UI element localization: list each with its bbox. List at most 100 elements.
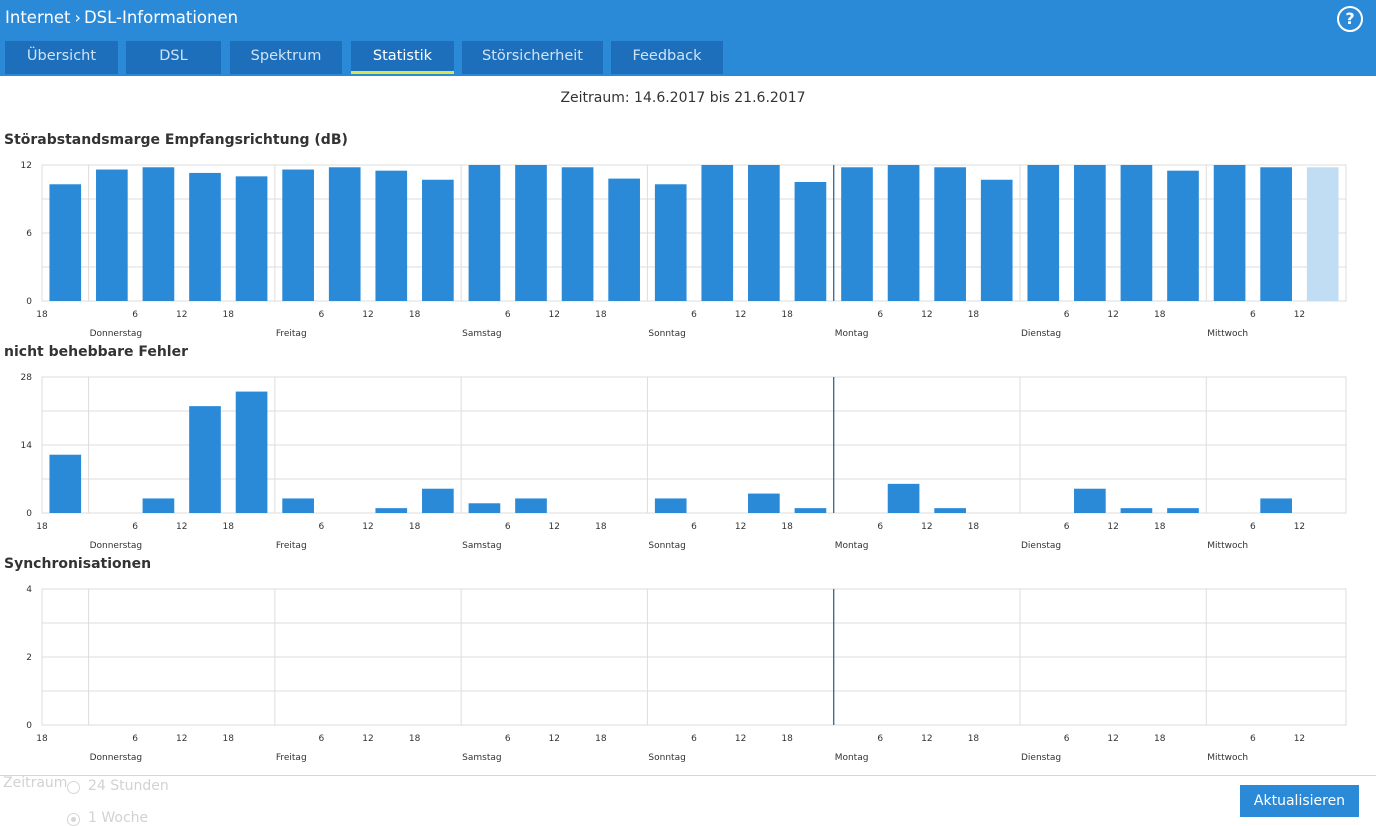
- bar: [608, 178, 640, 301]
- x-tick-label: 12: [921, 522, 932, 532]
- radio-24-stunden-label: 24 Stunden: [88, 778, 169, 794]
- snr-chart-title: Störabstandsmarge Empfangsrichtung (dB): [4, 132, 348, 148]
- bar: [980, 179, 1013, 301]
- errors-chart: 0 14 28 18 6 12 18 6 12 18 6 12 18 6 12 18 6 12 18 6 12 18 6 12…: [21, 373, 1347, 551]
- refresh-button[interactable]: Aktualisieren: [1240, 785, 1359, 817]
- bar: [654, 184, 687, 301]
- x-tick-label: 6: [132, 310, 138, 320]
- day-label: Montag: [835, 753, 869, 763]
- day-label: Mittwoch: [1207, 541, 1248, 551]
- y-tick-label: 12: [21, 161, 32, 171]
- y-tick-label: 28: [21, 373, 33, 383]
- x-tick-label: 6: [505, 734, 511, 744]
- x-tick-label: 18: [409, 734, 421, 744]
- bar: [794, 182, 827, 301]
- errors-chart-title: nicht behebbare Fehler: [4, 344, 188, 360]
- x-tick-label: 6: [877, 310, 883, 320]
- bar: [1167, 170, 1199, 301]
- day-label: Samstag: [462, 753, 501, 763]
- bar: [887, 165, 920, 301]
- x-tick-label: 6: [319, 522, 325, 532]
- tab-dsl[interactable]: DSL: [126, 41, 221, 74]
- tab-spektrum[interactable]: Spektrum: [230, 41, 342, 74]
- bar: [1120, 165, 1153, 301]
- bar: [375, 508, 408, 513]
- bar: [748, 165, 780, 301]
- day-label: Freitag: [276, 329, 307, 339]
- x-tick-label: 12: [362, 310, 373, 320]
- x-tick-label: 12: [735, 310, 746, 320]
- bar: [189, 406, 221, 513]
- bar: [794, 508, 827, 513]
- bar: [887, 483, 920, 513]
- question-circle-icon[interactable]: ?: [1337, 6, 1363, 32]
- bar: [422, 179, 454, 301]
- chevron-right-icon: ›: [74, 8, 81, 27]
- footer-divider: [0, 775, 1376, 776]
- y-tick-label: 0: [26, 509, 32, 519]
- x-tick-label: 6: [319, 734, 325, 744]
- x-tick-label: 6: [132, 734, 138, 744]
- bar: [515, 498, 547, 513]
- x-tick-label: 12: [735, 522, 746, 532]
- x-tick-label: 18: [968, 734, 980, 744]
- x-tick-label: 12: [549, 734, 560, 744]
- bar: [49, 454, 82, 513]
- day-label: Dienstag: [1021, 753, 1061, 763]
- x-tick-label: 12: [176, 310, 187, 320]
- x-tick-label: 6: [1250, 734, 1256, 744]
- bar: [422, 488, 454, 513]
- x-tick-label: 18: [595, 734, 607, 744]
- radio-24-stunden[interactable]: [67, 781, 80, 794]
- x-tick-label: 6: [319, 310, 325, 320]
- zeitraum-label: Zeitraum: [3, 775, 68, 791]
- bar: [235, 391, 268, 513]
- x-tick-label: 18: [1154, 734, 1166, 744]
- bar: [468, 165, 501, 301]
- tab-stoersicherheit[interactable]: Störsicherheit: [462, 41, 603, 74]
- x-tick-label: 12: [176, 734, 187, 744]
- day-label: Dienstag: [1021, 329, 1061, 339]
- day-label: Samstag: [462, 541, 501, 551]
- x-tick-label: 6: [1064, 310, 1070, 320]
- bar: [1213, 165, 1246, 301]
- bar: [934, 508, 966, 513]
- bar: [96, 169, 128, 301]
- x-tick-label: 6: [1250, 522, 1256, 532]
- x-tick-label: 12: [1107, 310, 1118, 320]
- x-tick-label: 18: [36, 310, 48, 320]
- day-label: Sonntag: [648, 329, 685, 339]
- x-tick-label: 6: [691, 310, 697, 320]
- bar: [1074, 488, 1106, 513]
- y-tick-label: 0: [26, 297, 32, 307]
- tab-feedback[interactable]: Feedback: [611, 41, 723, 74]
- x-tick-label: 12: [362, 522, 373, 532]
- bar: [328, 167, 361, 301]
- radio-1-woche[interactable]: [67, 813, 80, 826]
- x-tick-label: 12: [921, 734, 932, 744]
- bar: [282, 498, 314, 513]
- bar: [748, 493, 780, 513]
- breadcrumb-internet[interactable]: Internet: [5, 8, 71, 27]
- x-tick-label: 18: [968, 522, 980, 532]
- x-tick-label: 12: [735, 734, 746, 744]
- x-tick-label: 12: [549, 310, 560, 320]
- x-tick-label: 6: [877, 522, 883, 532]
- x-tick-label: 6: [132, 522, 138, 532]
- tab-uebersicht[interactable]: Übersicht: [5, 41, 118, 74]
- day-label: Mittwoch: [1207, 329, 1248, 339]
- x-tick-label: 18: [409, 310, 421, 320]
- day-label: Sonntag: [648, 753, 685, 763]
- bar: [1167, 508, 1199, 513]
- x-tick-label: 18: [409, 522, 421, 532]
- day-label: Donnerstag: [90, 753, 143, 763]
- bar: [375, 170, 408, 301]
- tab-statistik[interactable]: Statistik: [351, 41, 454, 74]
- bar: [1260, 498, 1292, 513]
- y-tick-label: 6: [26, 229, 32, 239]
- breadcrumb: Internet › DSL-Informationen: [5, 7, 238, 29]
- bar: [142, 167, 175, 301]
- x-tick-label: 6: [1064, 522, 1070, 532]
- bar: [934, 167, 966, 301]
- period-text: Zeitraum: 14.6.2017 bis 21.6.2017: [560, 90, 806, 106]
